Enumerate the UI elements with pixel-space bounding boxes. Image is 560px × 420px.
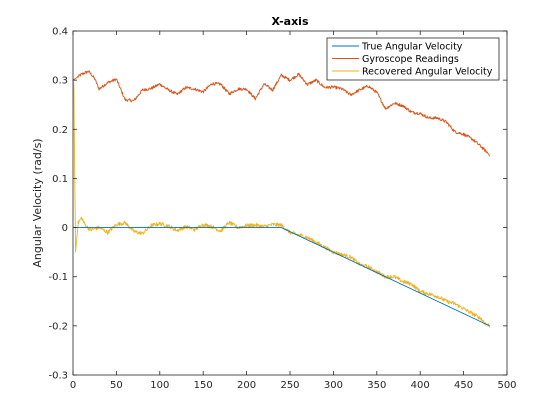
legend-entry: Gyroscope Readings xyxy=(362,54,459,65)
y-tick-label: -0.3 xyxy=(48,371,68,382)
plot-area xyxy=(73,31,507,375)
x-tick-label: 250 xyxy=(280,380,299,391)
legend-entry: Recovered Angular Velocity xyxy=(362,67,493,78)
axis-layer: 0 50 100 150 200 250 300 350 400 450 500 -0.3 -0.2 -0… xyxy=(48,27,516,392)
y-tick-label: 0 xyxy=(62,223,68,234)
series-line-0 xyxy=(73,227,490,327)
y-tick-label: 0.2 xyxy=(52,125,68,136)
chart-title: X-axis xyxy=(272,15,309,28)
y-tick-label: 0.1 xyxy=(52,174,68,185)
x-tick-label: 200 xyxy=(237,380,256,391)
y-tick-label: -0.1 xyxy=(48,272,68,283)
x-tick-label: 400 xyxy=(411,380,430,391)
legend-entry: True Angular Velocity xyxy=(361,42,463,53)
series-line-1 xyxy=(72,70,491,157)
x-tick-label: 300 xyxy=(324,380,343,391)
y-tick-label: 0.3 xyxy=(52,76,68,87)
x-tick-label: 0 xyxy=(70,380,76,391)
x-tick-label: 450 xyxy=(454,380,473,391)
x-tick-label: 350 xyxy=(367,380,386,391)
x-tick-label: 50 xyxy=(110,380,123,391)
x-tick-label: 500 xyxy=(497,380,516,391)
series-layer xyxy=(72,70,491,328)
x-tick-label: 100 xyxy=(150,380,169,391)
x-tick-label: 150 xyxy=(194,380,213,391)
y-tick-label: 0.4 xyxy=(52,27,68,38)
y-tick-label: -0.2 xyxy=(48,321,68,332)
y-axis-label: Angular Velocity (rad/s) xyxy=(31,138,44,267)
